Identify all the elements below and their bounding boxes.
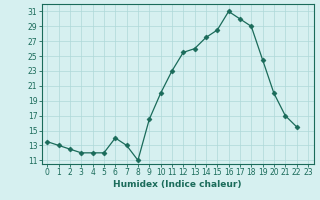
- X-axis label: Humidex (Indice chaleur): Humidex (Indice chaleur): [113, 180, 242, 189]
